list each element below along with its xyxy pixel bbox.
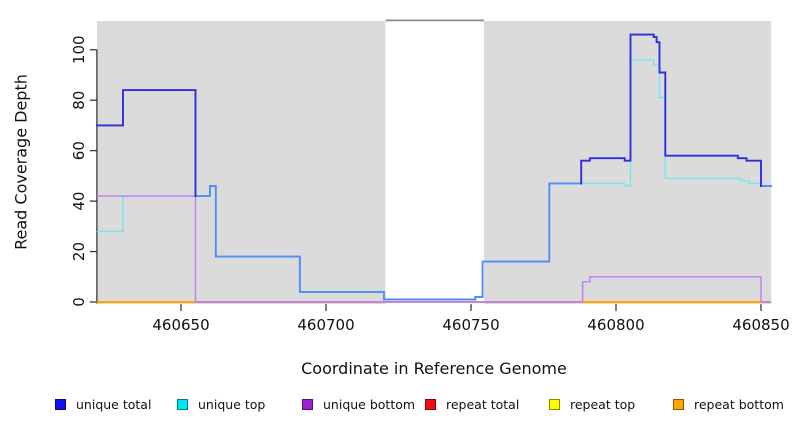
legend-swatch-repeat-total [425, 398, 436, 410]
y-tick-label: 40 [70, 192, 88, 211]
series-unique-total-line-overlap [194, 182, 773, 301]
legend-label-repeat-total: repeat total [446, 396, 520, 412]
legend-item-repeat-top: repeat top [549, 394, 635, 414]
x-tick-label: 460850 [732, 316, 789, 334]
y-tick-label: 100 [70, 35, 88, 64]
masked-region-rect [484, 21, 772, 304]
x-axis-title: Coordinate in Reference Genome [301, 359, 567, 378]
legend-label-repeat-bottom: repeat bottom [694, 396, 784, 412]
x-tick-label: 460700 [297, 316, 354, 334]
legend-swatch-unique-total [55, 398, 66, 410]
legend-item-repeat-total: repeat total [425, 394, 519, 414]
legend-swatch-repeat-bottom [673, 398, 684, 410]
y-tick-label: 60 [70, 141, 88, 160]
series-unique-bottom-line [96, 195, 772, 303]
x-tick-label: 460650 [152, 316, 209, 334]
series-unique-total-line [95, 33, 762, 198]
masked-region-rect [96, 21, 386, 304]
x-tick-label: 460750 [442, 316, 499, 334]
chart-legend: unique total unique top unique bottom repea… [0, 394, 792, 418]
legend-item-unique-top: unique top [177, 394, 265, 414]
legend-swatch-unique-top [177, 398, 188, 410]
legend-label-repeat-top: repeat top [570, 396, 636, 412]
y-tick-label: 80 [70, 91, 88, 110]
y-tick-label: 20 [70, 242, 88, 261]
legend-label-unique-top: unique top [198, 396, 266, 412]
legend-label-unique-bottom: unique bottom [323, 396, 416, 412]
y-axis-title: Read Coverage Depth [11, 74, 31, 250]
legend-item-repeat-bottom: repeat bottom [673, 394, 784, 414]
legend-label-unique-total: unique total [76, 396, 152, 412]
legend-swatch-repeat-top [549, 398, 560, 410]
x-tick-label: 460800 [587, 316, 644, 334]
legend-item-unique-total: unique total [55, 394, 151, 414]
legend-item-unique-bottom: unique bottom [302, 394, 415, 414]
legend-swatch-unique-bottom [302, 398, 313, 410]
y-tick-label: 0 [70, 297, 88, 307]
